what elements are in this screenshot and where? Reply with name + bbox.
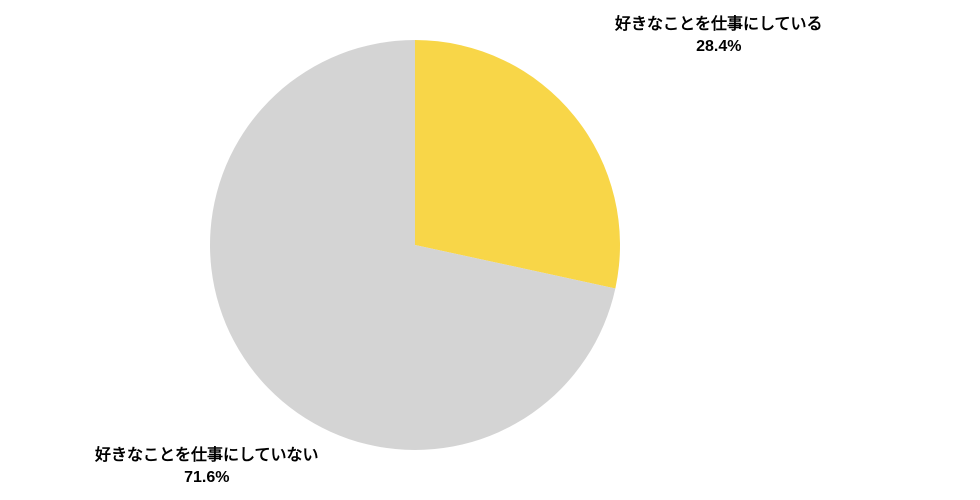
- pie-chart: 好きなことを仕事にしている 28.4% 好きなことを仕事にしていない 71.6%: [0, 0, 980, 500]
- pie-slice-doing: [415, 40, 620, 288]
- slice-label-doing: 好きなことを仕事にしている 28.4%: [615, 14, 823, 57]
- pie-svg: [0, 0, 980, 500]
- slice-label-not-doing: 好きなことを仕事にしていない 71.6%: [95, 445, 319, 488]
- slice-label-not-doing-pct: 71.6%: [95, 467, 319, 489]
- slice-label-doing-pct: 28.4%: [615, 36, 823, 58]
- slice-label-doing-text: 好きなことを仕事にしている: [615, 14, 823, 36]
- slice-label-not-doing-text: 好きなことを仕事にしていない: [95, 445, 319, 467]
